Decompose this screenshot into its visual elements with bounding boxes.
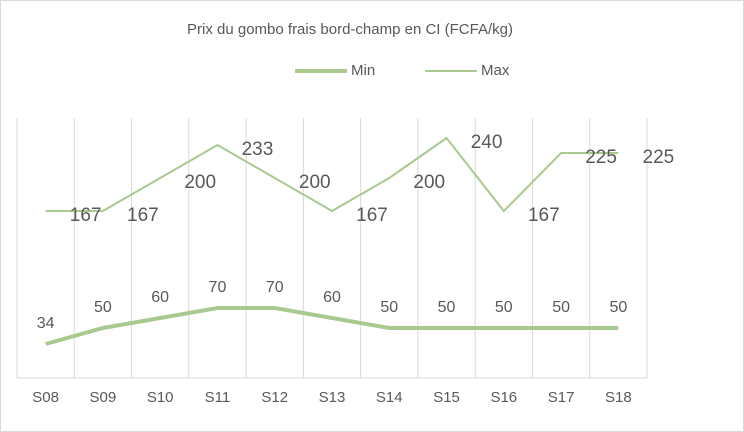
- chart-title: Prix du gombo frais bord-champ en CI (FC…: [187, 21, 513, 38]
- series-line: [45, 136, 619, 213]
- x-tick-label: S18: [605, 389, 632, 406]
- x-tick-label: S15: [433, 389, 460, 406]
- data-label: 50: [552, 299, 570, 316]
- x-tick-label: S11: [205, 389, 231, 406]
- x-tick-label: S16: [490, 389, 517, 406]
- data-label: 225: [643, 147, 675, 168]
- data-label: 167: [528, 205, 560, 226]
- data-label: 50: [438, 299, 456, 316]
- x-tick-label: S10: [147, 389, 174, 406]
- series-line: [45, 306, 619, 346]
- data-label: 60: [151, 289, 169, 306]
- data-label: 225: [585, 147, 617, 168]
- data-label: 50: [495, 299, 513, 316]
- data-label: 240: [471, 132, 503, 153]
- data-label: 50: [380, 299, 398, 316]
- data-label: 70: [266, 279, 284, 296]
- x-tick-label: S12: [261, 389, 288, 406]
- data-label: 60: [323, 289, 341, 306]
- data-label: 233: [242, 139, 274, 160]
- data-label: 200: [413, 172, 445, 193]
- x-tick-label: S17: [548, 389, 575, 406]
- data-label: 200: [184, 172, 216, 193]
- data-label: 34: [37, 315, 55, 332]
- data-label: 70: [209, 279, 227, 296]
- data-label: 167: [356, 205, 388, 226]
- x-tick-label: S09: [90, 389, 117, 406]
- legend-label: Min: [351, 62, 375, 79]
- data-label: 50: [609, 299, 627, 316]
- data-label: 167: [70, 205, 102, 226]
- data-label: 50: [94, 299, 112, 316]
- x-tick-label: S13: [319, 389, 346, 406]
- data-label: 167: [127, 205, 159, 226]
- data-label: 200: [299, 172, 331, 193]
- x-tick-label: S14: [376, 389, 403, 406]
- x-tick-label: S08: [32, 389, 59, 406]
- legend-label: Max: [481, 62, 510, 79]
